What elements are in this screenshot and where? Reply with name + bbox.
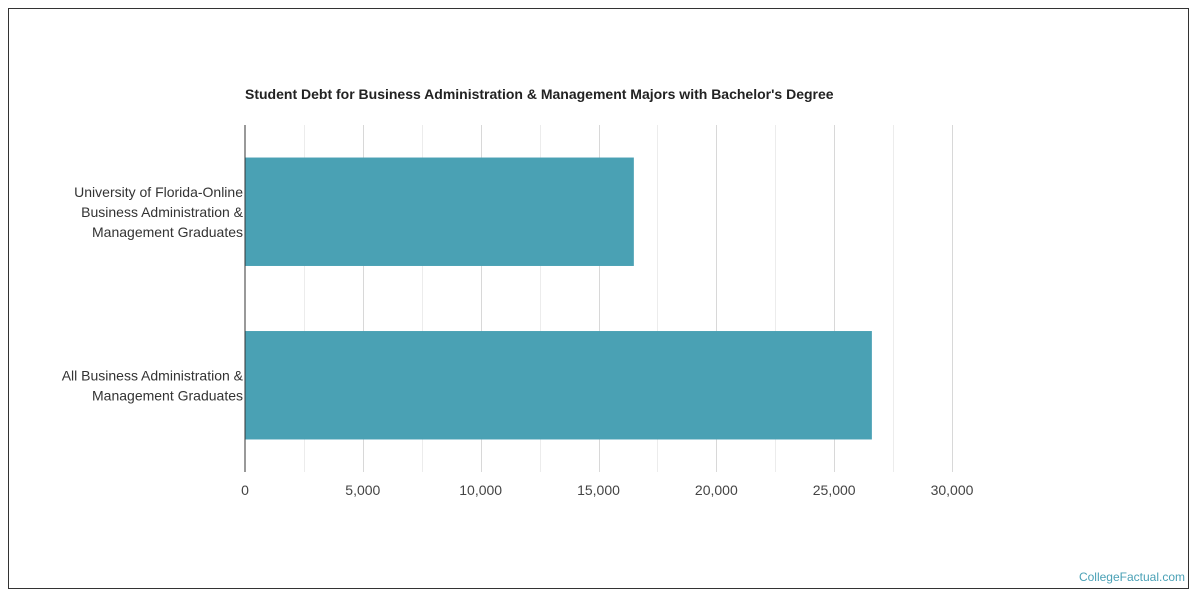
- bar[interactable]: [245, 331, 872, 440]
- bar[interactable]: [245, 157, 634, 266]
- bars: [245, 157, 872, 440]
- x-tick-label: 15,000: [577, 482, 620, 498]
- x-axis-ticks: 0 5,000 10,000 15,000 20,000 25,000 30,000: [241, 482, 974, 498]
- category-label-line: University of Florida-Online: [74, 184, 243, 200]
- x-tick-label: 0: [241, 482, 249, 498]
- x-tick-label: 20,000: [695, 482, 738, 498]
- category-label-line: Business Administration &: [81, 204, 244, 220]
- brand-link[interactable]: CollegeFactual.com: [1078, 570, 1185, 584]
- category-label-line: Management Graduates: [92, 224, 243, 240]
- category-label: All Business Administration & Management …: [62, 367, 244, 403]
- category-labels: University of Florida-Online Business Adm…: [62, 184, 244, 404]
- chart-title: Student Debt for Business Administration…: [245, 86, 834, 102]
- category-label: University of Florida-Online Business Adm…: [74, 184, 244, 240]
- category-label-line: Management Graduates: [92, 387, 243, 403]
- x-tick-label: 5,000: [345, 482, 380, 498]
- x-tick-label: 25,000: [813, 482, 856, 498]
- x-tick-label: 10,000: [459, 482, 502, 498]
- category-label-line: All Business Administration &: [62, 367, 244, 383]
- x-tick-label: 30,000: [931, 482, 974, 498]
- chart-frame: [8, 8, 1189, 589]
